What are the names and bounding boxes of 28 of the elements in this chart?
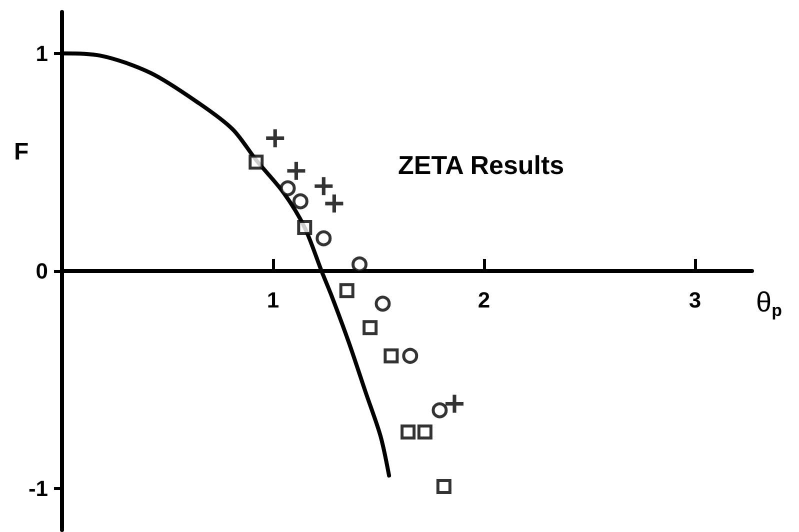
y-tick-label: 0 [36, 258, 48, 284]
point [374, 296, 391, 312]
x-tick-label: 3 [688, 288, 702, 312]
point [248, 154, 264, 170]
point [287, 162, 306, 180]
point [266, 129, 284, 148]
point [432, 402, 448, 418]
x-tick-label: 1 [266, 288, 280, 312]
point [316, 230, 332, 246]
x-tick-label: 2 [478, 288, 490, 312]
point [402, 348, 418, 364]
point [417, 424, 432, 440]
point [352, 256, 368, 272]
point [280, 180, 296, 196]
y-axis-title: F [14, 138, 29, 166]
point [362, 320, 378, 336]
annotation: ZETA Results [398, 150, 564, 180]
point [325, 194, 344, 213]
y-tick-label: -1 [28, 476, 48, 502]
point [400, 424, 416, 440]
point [384, 348, 399, 364]
point [292, 193, 308, 210]
y-tick-label: 1 [36, 40, 48, 66]
point [297, 220, 312, 235]
point [445, 394, 464, 413]
point [436, 478, 452, 494]
point [314, 177, 333, 196]
point [339, 283, 354, 298]
